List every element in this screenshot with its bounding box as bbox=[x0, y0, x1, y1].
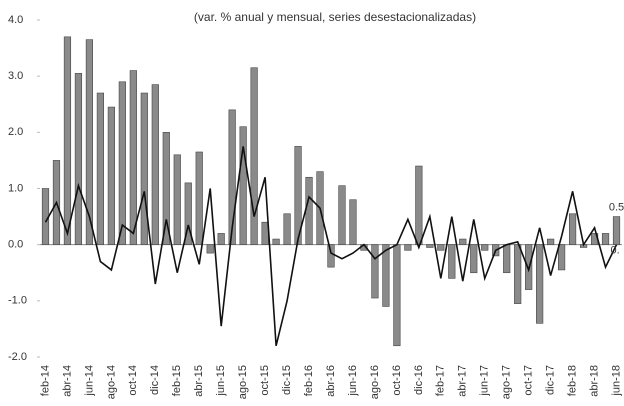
bar bbox=[305, 176, 313, 245]
data-label: 0. bbox=[611, 245, 620, 257]
bar bbox=[184, 182, 192, 245]
bar bbox=[85, 39, 94, 245]
y-tick-label: 0.0 bbox=[8, 239, 23, 251]
x-tick-label: feb-14 bbox=[39, 365, 51, 396]
bar bbox=[151, 84, 159, 245]
x-tick-label: jun-16 bbox=[347, 365, 359, 397]
bar bbox=[470, 244, 478, 274]
bar bbox=[349, 199, 357, 245]
x-tick-label: dic-17 bbox=[545, 365, 557, 395]
bar bbox=[140, 92, 148, 245]
x-tick-label: feb-18 bbox=[566, 365, 578, 396]
bar bbox=[404, 244, 412, 251]
x-tick-label: feb-17 bbox=[435, 365, 447, 396]
y-tick-label: 2.0 bbox=[8, 126, 23, 138]
chart-title: (var. % anual y mensual, series desestac… bbox=[194, 10, 476, 24]
bar bbox=[612, 216, 621, 245]
bar bbox=[393, 244, 401, 347]
bar bbox=[162, 132, 170, 245]
bar bbox=[261, 221, 269, 245]
bar bbox=[283, 213, 291, 245]
x-tick-label: abr-17 bbox=[457, 365, 469, 397]
bar bbox=[415, 165, 423, 245]
bar bbox=[250, 67, 258, 245]
y-tick-label: 4.0 bbox=[8, 14, 23, 26]
x-tick-label: ago-17 bbox=[501, 365, 513, 399]
x-tick-label: ago-16 bbox=[369, 365, 381, 399]
bar bbox=[382, 244, 390, 307]
x-tick-label: feb-16 bbox=[303, 365, 315, 396]
x-tick-label: jun-14 bbox=[83, 365, 95, 397]
bar bbox=[371, 244, 379, 299]
x-tick-label: oct-17 bbox=[523, 365, 535, 396]
bar bbox=[601, 233, 610, 245]
bar bbox=[558, 244, 566, 271]
bar bbox=[107, 106, 115, 245]
bar bbox=[272, 238, 280, 245]
bar bbox=[129, 70, 137, 245]
bar bbox=[448, 244, 456, 279]
y-tick-label: 1.0 bbox=[8, 182, 23, 194]
bar bbox=[228, 109, 236, 245]
bar bbox=[118, 81, 126, 245]
x-tick-label: oct-16 bbox=[391, 365, 403, 396]
bar bbox=[437, 244, 445, 251]
bar bbox=[74, 73, 83, 245]
x-tick-label: dic-14 bbox=[149, 365, 161, 395]
bar bbox=[217, 233, 225, 245]
x-tick-label: jun-17 bbox=[479, 365, 491, 397]
bar bbox=[481, 244, 489, 251]
bar bbox=[514, 244, 522, 304]
bar bbox=[294, 146, 302, 245]
bar bbox=[426, 244, 434, 248]
bar bbox=[206, 244, 214, 254]
x-tick-label: jun-15 bbox=[215, 365, 227, 397]
x-tick-label: feb-15 bbox=[171, 365, 183, 396]
bar bbox=[536, 244, 544, 324]
bar bbox=[195, 151, 203, 245]
bar bbox=[327, 244, 335, 268]
x-tick-label: oct-15 bbox=[259, 365, 271, 396]
line bbox=[44, 146, 618, 346]
bar bbox=[239, 126, 247, 245]
bar bbox=[338, 185, 346, 245]
y-tick-label: 3.0 bbox=[8, 70, 23, 82]
bar bbox=[459, 238, 467, 245]
bar bbox=[547, 238, 555, 245]
bar bbox=[63, 36, 72, 245]
x-tick-label: abr-14 bbox=[61, 365, 73, 397]
x-tick-label: abr-16 bbox=[325, 365, 337, 397]
x-tick-label: oct-14 bbox=[127, 365, 139, 396]
x-tick-label: dic-15 bbox=[281, 365, 293, 395]
bar bbox=[503, 244, 511, 274]
y-tick-label: -1.0 bbox=[8, 295, 27, 307]
data-label: 0.5 bbox=[609, 201, 624, 213]
y-tick-label: -2.0 bbox=[8, 351, 27, 363]
bar bbox=[173, 154, 181, 245]
x-tick-label: jun-18 bbox=[610, 365, 622, 397]
x-tick-label: abr-18 bbox=[588, 365, 600, 397]
bar bbox=[568, 213, 577, 245]
x-tick-label: abr-15 bbox=[193, 365, 205, 397]
x-tick-label: ago-15 bbox=[237, 365, 249, 399]
bar bbox=[96, 92, 104, 245]
x-tick-label: ago-14 bbox=[105, 365, 117, 399]
x-tick-label: dic-16 bbox=[413, 365, 425, 395]
